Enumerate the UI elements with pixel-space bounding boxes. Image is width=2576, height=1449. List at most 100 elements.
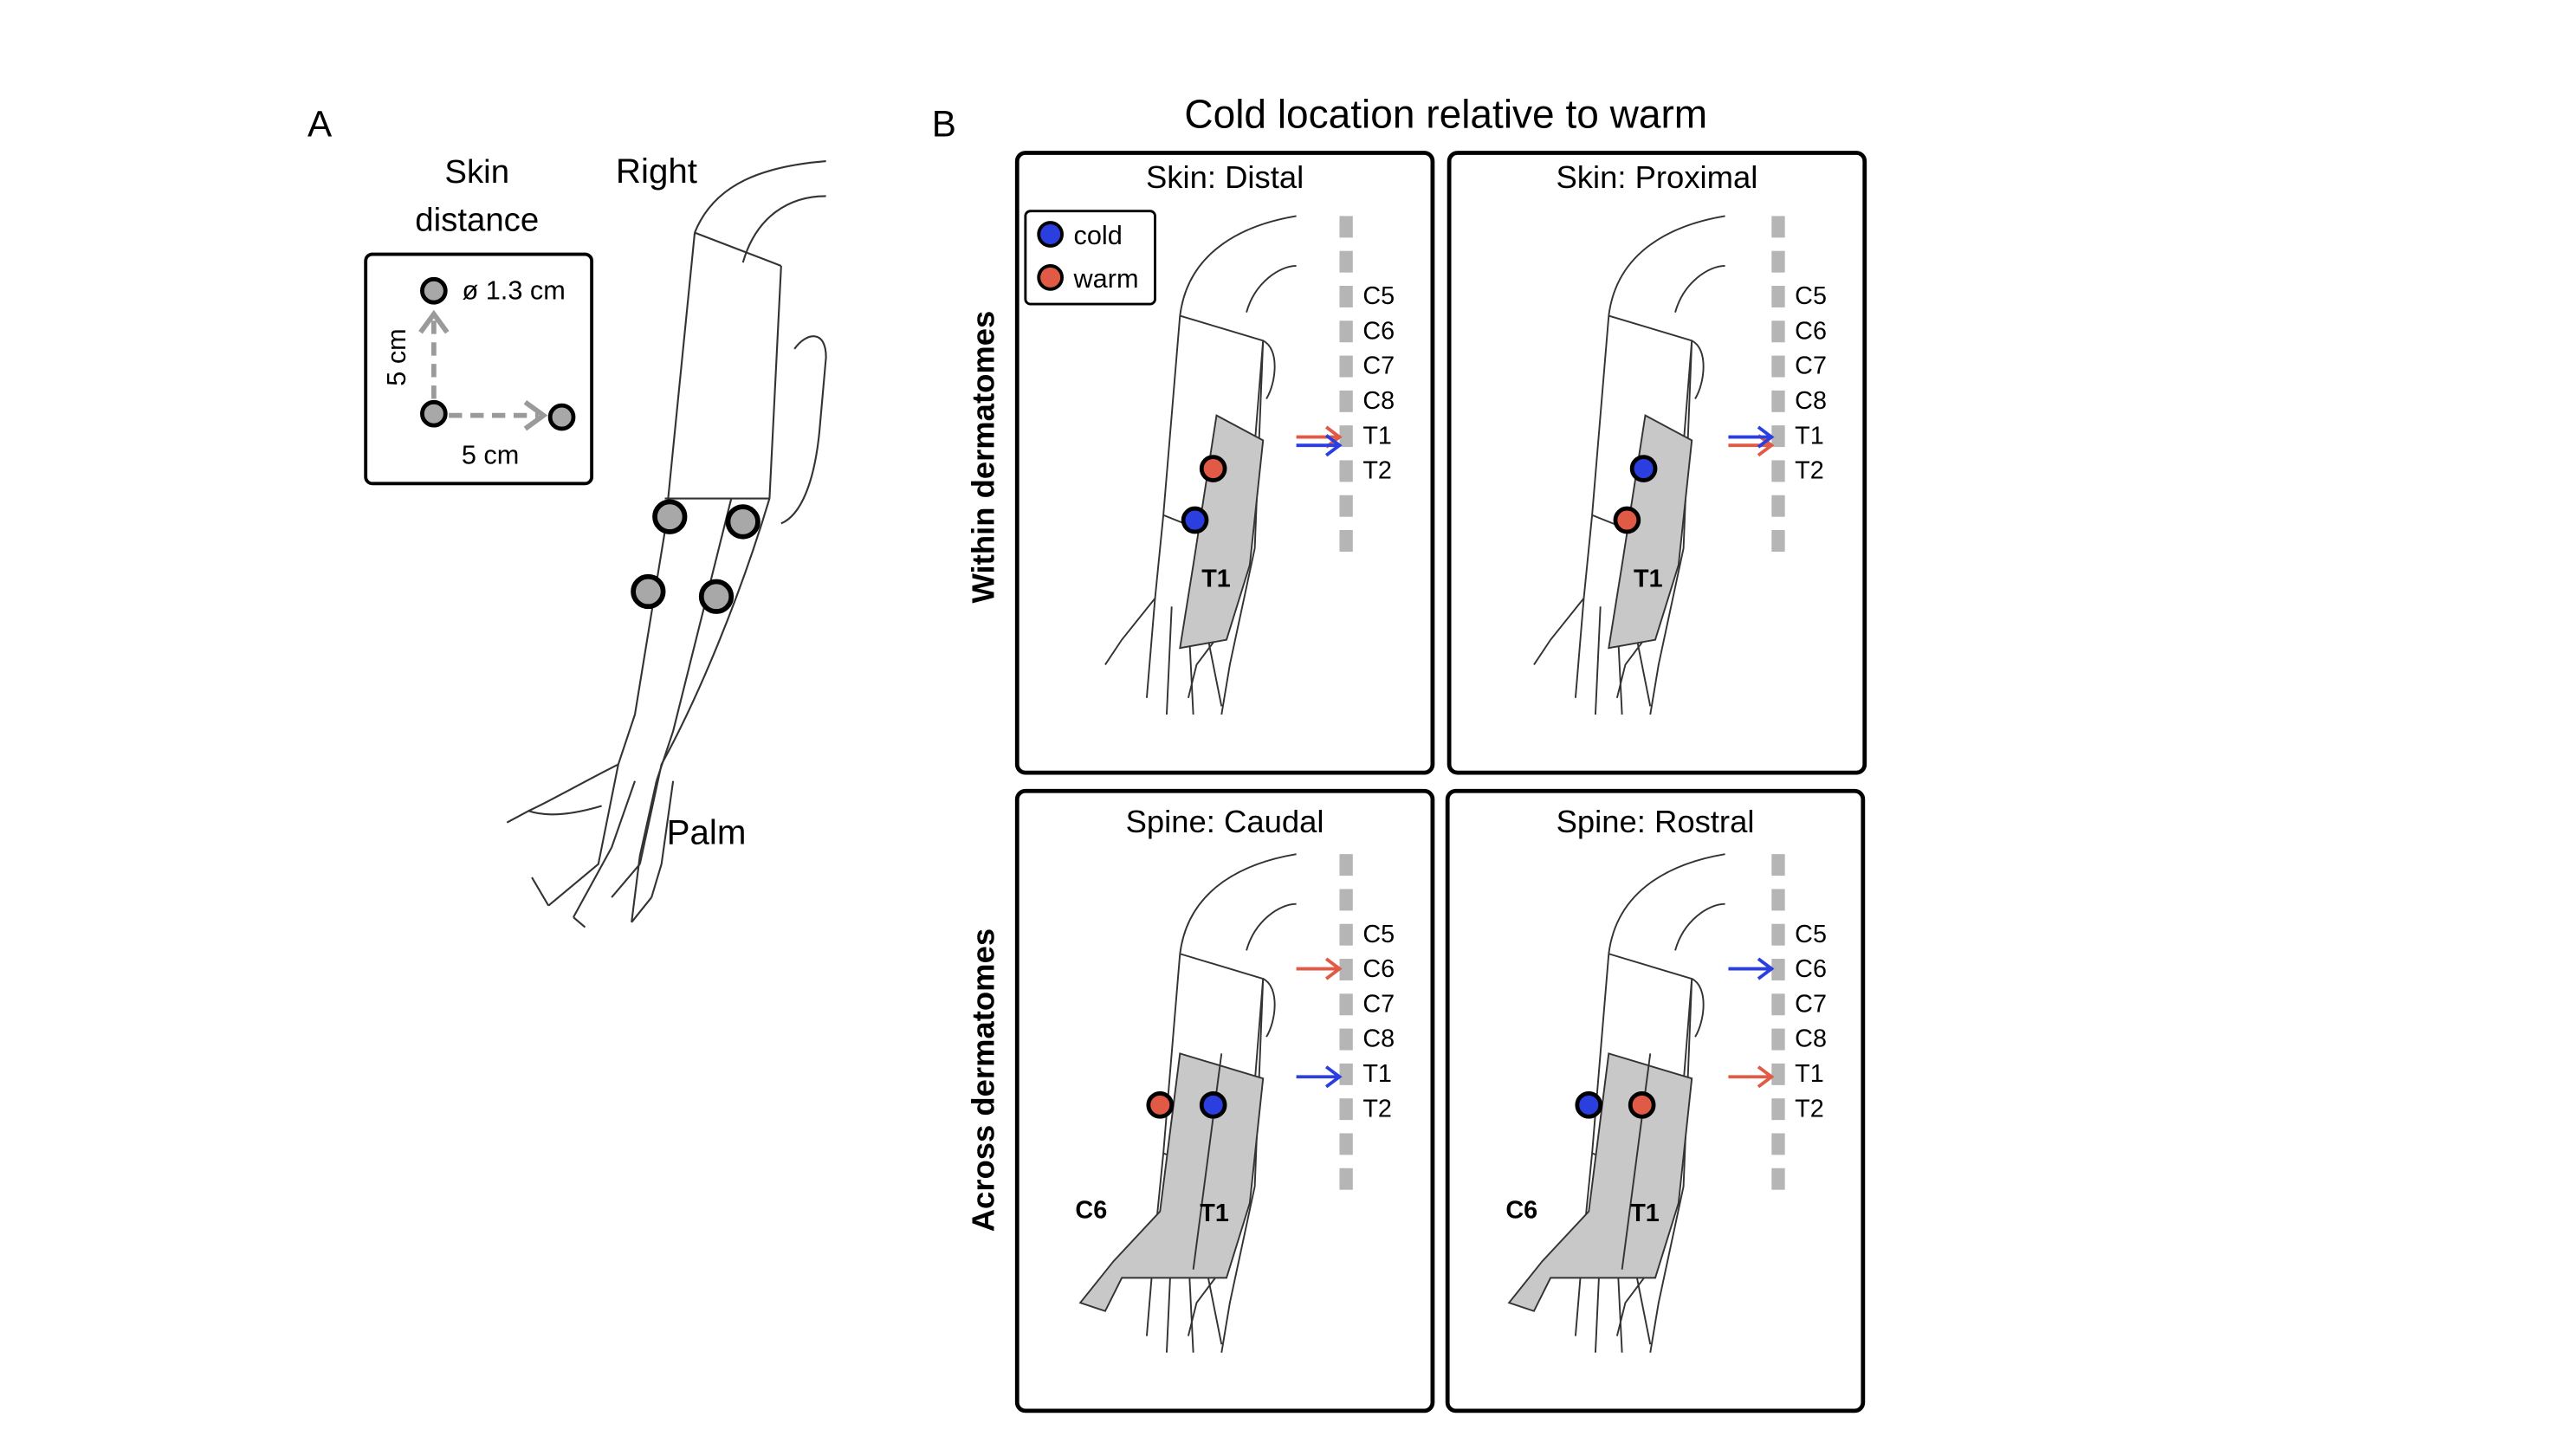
arrow-cold-icon [1296,434,1343,457]
spine-segment-mark [1771,495,1785,517]
panel-a: A Skin distance ø 1.3 cm 5 cm 5 cm Right [307,103,827,928]
cold-probe [1575,1091,1603,1119]
spine-segment-mark [1771,390,1785,412]
row-label-across: Across dermatomes [965,928,1000,1232]
spine-segment-mark [1771,1028,1785,1051]
spine-column: C5 C6 C7 C8 T1 T2 [1771,854,1827,1190]
spine-segment-mark [1771,1133,1785,1155]
legend-cold-label: cold [1074,220,1123,250]
spine-segment-mark [1771,993,1785,1016]
spine-segment-label-c5: C5 [1362,921,1395,948]
dermatome-region [1608,414,1693,650]
spine-segment-mark [1771,889,1785,911]
dermatome-label-t1: T1 [1200,1200,1229,1227]
legend-warm-marker [1037,264,1064,291]
cold-probe [1181,506,1209,534]
arrow-warm-icon [1728,1065,1775,1089]
spine-segment-label-t2: T2 [1795,1095,1824,1122]
cold-probe [1199,1091,1227,1119]
spine-segment-label-t1: T1 [1362,422,1392,450]
spine-segment-mark [1771,959,1785,980]
spine-segment-label-t1: T1 [1795,1060,1824,1088]
spine-segment-mark [1339,285,1353,307]
panel-b: B Cold location relative to warm Within … [932,92,1867,1413]
spine-segment-label-c8: C8 [1795,1025,1827,1053]
spine-segment-label-c6: C6 [1362,317,1395,345]
subpanel-skin-proximal: Skin: Proximal T1 C5 C6 C7 C8 T1 T2 [1447,151,1867,775]
arrow-right-icon [523,399,548,431]
legend: cold warm [1024,210,1156,306]
side-label: Right [616,152,697,191]
spine-segment-label-c7: C7 [1362,990,1395,1018]
subpanel-title: Skin: Distal [1146,159,1304,195]
spine-segment-mark [1339,1133,1353,1155]
spine-segment-mark [1339,959,1353,980]
arrow-warm-icon [1296,957,1343,980]
legend-warm-label: warm [1073,263,1139,294]
dermatome-label-t1: T1 [1201,565,1231,592]
cold-probe [1629,455,1658,482]
legend-cold-marker [1037,221,1064,248]
dermatome-label-t1: T1 [1630,1200,1660,1227]
spine-segment-label-c8: C8 [1362,387,1395,415]
arrow-up-icon [418,309,450,334]
vertical-distance-label: 5 cm [381,328,411,386]
arm-probe-site-1 [652,499,688,534]
spine-segment-mark [1339,530,1353,552]
spine-segment-mark [1339,1028,1353,1051]
spine-segment-mark [1771,1063,1785,1085]
arm-probe-site-3 [631,573,666,610]
spine-segment-mark [1339,460,1353,482]
spine-segment-mark [1339,993,1353,1016]
spine-segment-label-c6: C6 [1795,955,1827,983]
skin-distance-title-line2: distance [415,202,539,239]
arm-probe-sites [631,499,761,614]
warm-probe [1146,1091,1175,1119]
spine-segment-label-c5: C5 [1795,282,1827,310]
spine-column: C5 C6 C7 C8 T1 T2 [1771,216,1827,552]
spine-segment-label-t2: T2 [1362,1095,1392,1122]
panel-b-letter: B [932,103,956,144]
spine-segment-mark [1771,285,1785,307]
subpanel-title: Spine: Caudal [1126,804,1324,839]
spine-segment-label-c5: C5 [1795,921,1827,948]
spine-segment-label-c8: C8 [1795,387,1827,415]
spine-segment-mark [1771,355,1785,378]
spine-segment-label-t1: T1 [1362,1060,1392,1088]
spine-segment-mark [1339,923,1353,946]
spine-segment-mark [1339,216,1353,238]
spine-segment-label-c7: C7 [1362,353,1395,380]
spine-segment-mark [1339,1098,1353,1121]
panel-b-title: Cold location relative to warm [1184,92,1707,137]
subpanel-spine-caudal: Spine: Caudal C6 T1 C5 C6 C7 C8 T1 T2 [1014,788,1435,1413]
dermatome-label-c6: C6 [1505,1196,1537,1224]
spine-segment-mark [1771,530,1785,552]
spine-segment-mark [1339,854,1353,877]
spine-segment-mark [1771,923,1785,946]
spine-segment-label-t2: T2 [1795,457,1824,485]
spine-segment-mark [1771,320,1785,343]
spine-segment-mark [1339,889,1353,911]
subpanel-skin-distal: Skin: Distal T1 cold warm C5 C6 C7 C8 T1 T2 [1014,151,1435,775]
spine-segment-mark [1771,250,1785,273]
spine-segment-label-c7: C7 [1795,353,1827,380]
subpanel-spine-rostral: Spine: Rostral C6 T1 C5 C6 C7 C8 T1 T2 [1445,788,1866,1413]
subpanel-title: Skin: Proximal [1556,159,1757,195]
probe-top [420,276,448,305]
probe-right [547,403,576,431]
spine-segment-mark [1339,250,1353,273]
spine-segment-mark [1339,1063,1353,1085]
spine-segment-mark [1771,1098,1785,1121]
spine-segment-label-c8: C8 [1362,1025,1395,1053]
spine-segment-mark [1339,320,1353,343]
spine-column: C5 C6 C7 C8 T1 T2 [1339,216,1395,552]
spine-segment-label-c7: C7 [1795,990,1827,1018]
spine-column: C5 C6 C7 C8 T1 T2 [1339,854,1395,1190]
arrow-cold-icon [1728,957,1775,980]
probe-spacing-box: ø 1.3 cm 5 cm 5 cm [364,252,594,486]
spine-segment-label-t2: T2 [1362,457,1392,485]
spine-segment-mark [1771,425,1785,448]
spine-segment-label-t1: T1 [1795,422,1824,450]
dermatome-region [1179,414,1265,650]
probe-origin [420,399,448,428]
